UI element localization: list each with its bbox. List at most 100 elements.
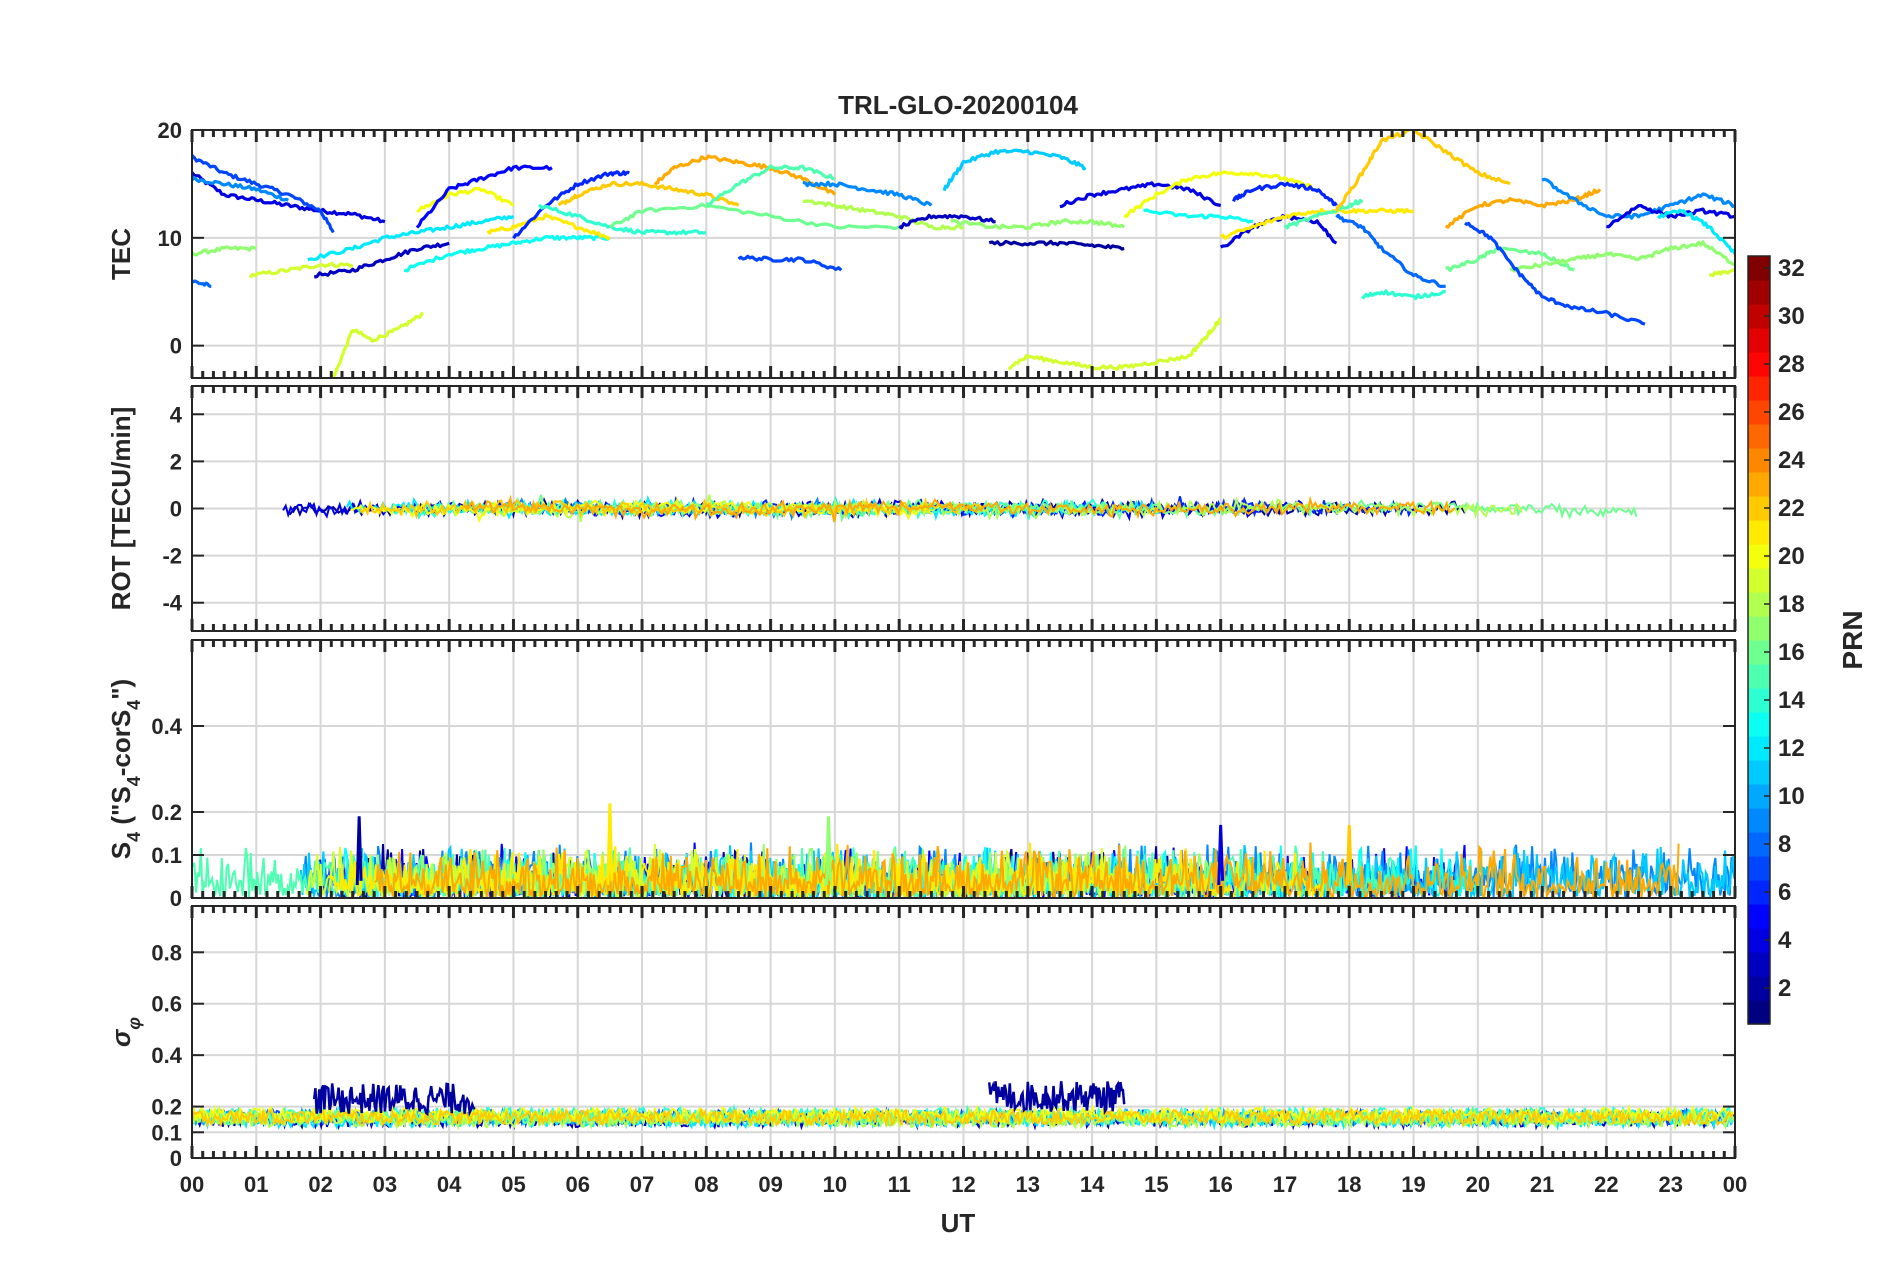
- label-subscript: 4: [124, 776, 144, 786]
- x-tick-label: 16: [1208, 1172, 1232, 1197]
- colorbar-tick-label: 4: [1778, 927, 1792, 954]
- x-tick-label: 19: [1401, 1172, 1425, 1197]
- x-tick-label: 23: [1658, 1172, 1682, 1197]
- tec-series-prn-13: [1143, 208, 1254, 224]
- y-tick-label: 0.4: [151, 1043, 182, 1068]
- tec-series-prn-3: [313, 241, 450, 279]
- y-tick-label: -2: [162, 544, 182, 569]
- x-tick-label: 08: [694, 1172, 718, 1197]
- y-tick-label: 0.2: [151, 800, 182, 825]
- colorbar-swatch: [1748, 280, 1770, 305]
- tec-series-prn-11: [942, 148, 1087, 192]
- colorbar-tick-label: 2: [1778, 975, 1791, 1002]
- colorbar-swatch: [1748, 448, 1770, 473]
- x-tick-label: 10: [823, 1172, 847, 1197]
- colorbar-swatch: [1748, 1000, 1770, 1025]
- panel-rot: -4 -2 0 2 4 ROT [TECU/min]: [106, 385, 1737, 632]
- colorbar-tick-label: 28: [1778, 351, 1805, 378]
- x-tick-label: 13: [1016, 1172, 1040, 1197]
- colorbar-tick-label: 22: [1778, 495, 1805, 522]
- colorbar-swatch: [1748, 496, 1770, 521]
- y-tick-label: 2: [170, 449, 182, 474]
- tec-series-prn-15: [1283, 198, 1364, 230]
- colorbar-tick-label: 26: [1778, 399, 1805, 426]
- tec-series-prn-17: [192, 245, 257, 257]
- colorbar-swatch: [1748, 712, 1770, 737]
- panel-s4-data: [192, 803, 1735, 898]
- tec-series-prn-22: [557, 180, 740, 207]
- tec-series-prn-4: [1606, 203, 1735, 229]
- panel-sigma_phi: 00.10.2 0.4 0.6 0.8 σφ: [106, 905, 1737, 1171]
- y-tick-label: 0.1: [151, 1120, 182, 1145]
- colorbar-swatch: [1748, 592, 1770, 617]
- colorbar-tick-label: 12: [1778, 735, 1805, 762]
- tec-series-prn-15: [706, 164, 836, 206]
- panel-rot-data: [282, 494, 1638, 524]
- tec-series-prn-23: [1444, 188, 1602, 229]
- tec-series-prn-14: [1360, 289, 1446, 301]
- label-text: ("S: [106, 786, 136, 832]
- tec-series-prn-19: [332, 311, 424, 378]
- y-axis-label-sigma_phi: σφ: [106, 1017, 144, 1047]
- s4-peak: [825, 816, 832, 886]
- x-tick-label: 17: [1273, 1172, 1297, 1197]
- colorbar-tick-label: 24: [1778, 447, 1805, 474]
- y-tick-label: 0: [170, 497, 182, 522]
- colorbar-swatch: [1748, 520, 1770, 545]
- colorbar-swatch: [1748, 952, 1770, 977]
- colorbar-swatch: [1748, 928, 1770, 953]
- tec-series-prn-9: [1541, 177, 1735, 220]
- y-axis-label-tec: TEC: [106, 228, 136, 280]
- y-tick-label: 0.8: [151, 940, 182, 965]
- colorbar-tick-label: 14: [1778, 687, 1805, 714]
- y-axis-label-rot: ROT [TECU/min]: [106, 407, 136, 611]
- x-tick-label: 12: [951, 1172, 975, 1197]
- y-tick-label: 4: [170, 402, 183, 427]
- x-tick-label: 11: [888, 1172, 911, 1197]
- chart-title: TRL-GLO-20200104: [838, 90, 1078, 120]
- label-text: S: [106, 842, 136, 859]
- label-text: -corS: [106, 710, 136, 776]
- x-tick-label: 15: [1144, 1172, 1168, 1197]
- tec-series-prn-14: [537, 203, 707, 236]
- s4-series-prn-21: [328, 842, 1326, 898]
- colorbar-swatch: [1748, 688, 1770, 713]
- tec-series-prn-7: [1464, 221, 1646, 326]
- colorbar-tick-label: 32: [1778, 255, 1805, 282]
- colorbar-swatch: [1748, 256, 1770, 281]
- colorbar-swatch: [1748, 568, 1770, 593]
- tec-series-prn-20: [1123, 170, 1318, 219]
- x-tick-label: 00: [180, 1172, 204, 1197]
- colorbar-swatch: [1748, 424, 1770, 449]
- label-text: σ: [106, 1028, 136, 1047]
- s4-peak: [606, 803, 614, 886]
- colorbar-tick-label: 6: [1778, 879, 1791, 906]
- y-tick-label: 0.2: [151, 1095, 182, 1120]
- tec-series-prn-17: [1509, 240, 1735, 273]
- y-tick-label: 0: [170, 334, 182, 359]
- label-subscript: φ: [124, 1017, 144, 1030]
- sigma-elevated-prn-2: [312, 1082, 476, 1118]
- y-tick-label: 20: [158, 118, 182, 143]
- colorbar-swatch: [1748, 760, 1770, 785]
- colorbar-swatch: [1748, 832, 1770, 857]
- x-tick-label: 07: [630, 1172, 654, 1197]
- x-tick-label: 20: [1466, 1172, 1490, 1197]
- tec-series-prn-8: [192, 279, 212, 288]
- s4-series-prn-23: [374, 842, 1680, 898]
- colorbar-swatch: [1748, 856, 1770, 881]
- label-subscript: 4: [124, 700, 144, 710]
- colorbar-swatch: [1748, 880, 1770, 905]
- colorbar-swatch: [1748, 664, 1770, 689]
- y-tick-label: 0: [170, 1146, 182, 1171]
- colorbar-swatch: [1748, 904, 1770, 929]
- colorbar-swatch: [1748, 616, 1770, 641]
- y-tick-label: -4: [162, 591, 182, 616]
- tec-series-prn-7: [192, 154, 335, 234]
- tec-series-prn-7: [737, 254, 843, 272]
- x-tick-label: 00: [1723, 1172, 1747, 1197]
- tec-series-prn-21: [1219, 207, 1414, 240]
- x-tick-label: 02: [308, 1172, 332, 1197]
